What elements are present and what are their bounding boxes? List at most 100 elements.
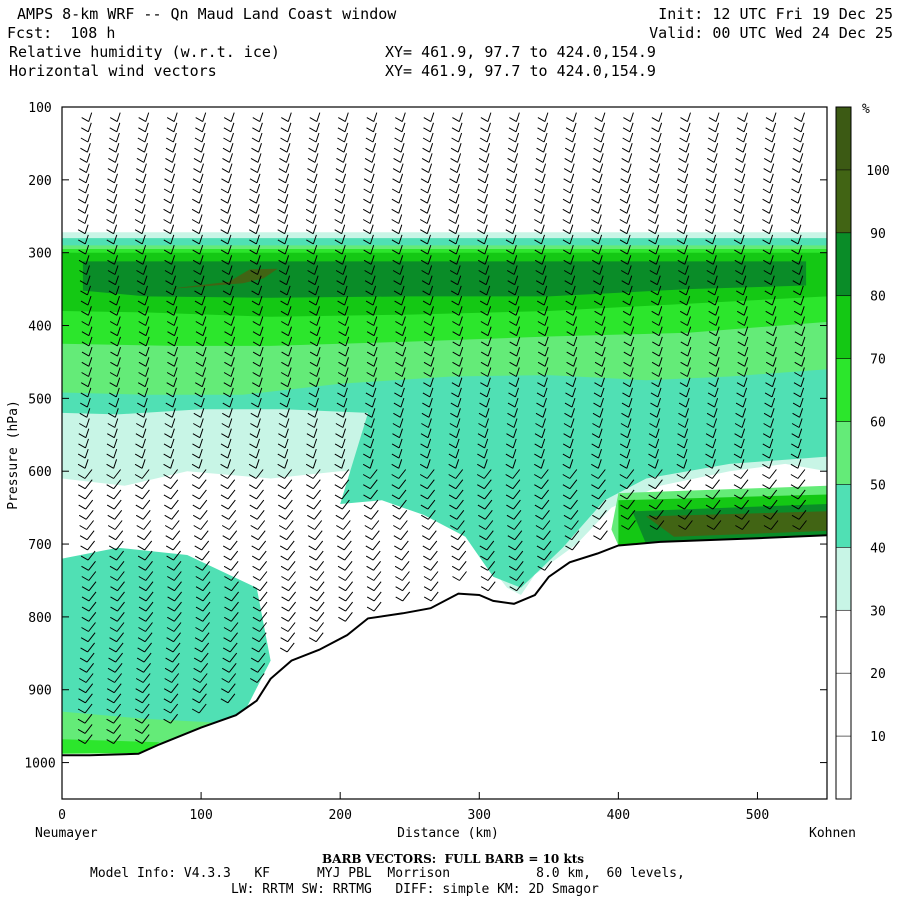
wind-barb-1207 [762, 244, 774, 255]
x-tick-label-400: 400 [607, 808, 630, 823]
wind-barb-1015 [622, 377, 634, 388]
wind-barb-834 [509, 336, 521, 347]
wind-barb-793 [479, 397, 490, 408]
wind-barb-891 [534, 438, 546, 449]
wind-barb-60 [77, 724, 93, 734]
wind-barb-217 [164, 428, 175, 439]
wind-barb-1071 [680, 112, 691, 123]
wind-barb-56 [78, 683, 94, 694]
wind-barb-1229 [762, 469, 777, 479]
wind-barb-1084 [677, 244, 688, 255]
wind-barb-694 [423, 346, 435, 357]
wind-barb-832 [509, 316, 520, 326]
wind-barb-1130 [708, 295, 719, 306]
wind-barb-49 [81, 611, 97, 622]
wind-barb-743 [452, 357, 463, 367]
wind-barb-1037 [648, 183, 660, 194]
wind-barb-872 [534, 244, 546, 255]
wind-barb-1131 [708, 306, 720, 316]
wind-barb-1191 [734, 499, 749, 510]
wind-barb-463 [280, 560, 296, 571]
wind-barb-1258 [794, 346, 806, 357]
wind-barb-765 [480, 112, 492, 123]
wind-barb-991 [622, 132, 634, 143]
wind-barb-189 [165, 143, 177, 153]
wind-barb-237 [166, 632, 181, 643]
wind-barb-1108 [676, 489, 692, 500]
wind-barb-730 [448, 224, 460, 235]
wind-barb-1072 [679, 122, 691, 133]
wind-barb-724 [449, 163, 461, 174]
wind-barb-553 [336, 408, 347, 418]
wind-barb-680 [420, 204, 431, 214]
wind-barb-905 [565, 122, 577, 133]
wind-barb-1122 [705, 214, 716, 224]
wind-barb-1199 [763, 163, 775, 174]
chart-title: AMPS 8-km WRF -- Qn Maud Land Coast wind… [17, 5, 397, 23]
wind-barb-1012 [623, 346, 635, 357]
wind-barb-67 [107, 163, 119, 174]
wind-barb-612 [363, 499, 379, 510]
colorbar-swatch-9 [836, 169, 851, 233]
wind-barb-231 [167, 571, 182, 581]
wind-barb-1003 [620, 255, 632, 265]
wind-barb-713 [422, 540, 438, 551]
wind-barb-309 [222, 153, 233, 163]
wind-barb-1063 [648, 448, 659, 459]
wind-barb-710 [421, 509, 436, 520]
wind-barb-1160 [734, 183, 745, 194]
wind-barb-110 [110, 601, 125, 612]
wind-barb-308 [222, 143, 234, 153]
wind-barb-435 [279, 275, 291, 286]
wind-barb-717 [423, 581, 439, 592]
wind-barb-332 [223, 387, 234, 398]
wind-barb-348 [223, 550, 239, 561]
wind-barb-814 [508, 132, 520, 143]
wind-barb-1179 [736, 377, 748, 388]
wind-barb-501 [307, 408, 319, 418]
wind-barb-262 [193, 275, 205, 286]
wind-barb-727 [448, 194, 460, 204]
wind-barb-54 [79, 662, 94, 673]
wind-barb-1097 [679, 377, 691, 388]
wind-barb-557 [334, 448, 346, 459]
wind-barb-1148 [705, 479, 720, 490]
wind-barb-334 [222, 408, 233, 418]
wind-barb-757 [449, 499, 464, 510]
wind-barb-9 [77, 204, 89, 214]
wind-barb-252 [192, 173, 204, 184]
wind-barb-833 [509, 326, 521, 337]
wind-barb-736 [450, 285, 462, 296]
wind-barb-63 [109, 122, 121, 133]
wind-barb-428 [277, 204, 289, 214]
wind-barb-410 [252, 591, 268, 602]
wind-barb-652 [393, 408, 404, 418]
wind-barb-909 [563, 163, 575, 174]
wind-barb-664 [393, 530, 409, 541]
wind-barb-399 [248, 479, 264, 490]
wind-barb-1269 [790, 459, 802, 469]
wind-barb-1146 [705, 459, 716, 469]
wind-barb-613 [364, 509, 379, 520]
wind-barb-473 [309, 122, 320, 133]
colorbar-label-60: 60 [870, 416, 886, 431]
wind-barb-180 [135, 683, 151, 694]
wind-barb-261 [193, 265, 204, 275]
wind-barb-1013 [623, 357, 635, 367]
wind-barb-128 [136, 153, 148, 163]
wind-barb-354 [224, 611, 239, 622]
wind-barb-766 [480, 122, 491, 133]
wind-barb-37 [78, 489, 93, 500]
wind-barb-722 [450, 143, 462, 153]
wind-barb-221 [163, 469, 178, 479]
wind-barb-983 [591, 479, 606, 490]
wind-barb-684 [420, 244, 432, 255]
wind-barb-539 [335, 265, 347, 275]
wind-barb-913 [562, 204, 574, 214]
wind-barb-681 [419, 214, 431, 224]
wind-barb-797 [477, 438, 489, 449]
wind-barb-617 [365, 550, 381, 561]
wind-barb-1094 [680, 346, 692, 357]
wind-barb-804 [478, 509, 493, 520]
wind-barb-747 [450, 397, 462, 408]
